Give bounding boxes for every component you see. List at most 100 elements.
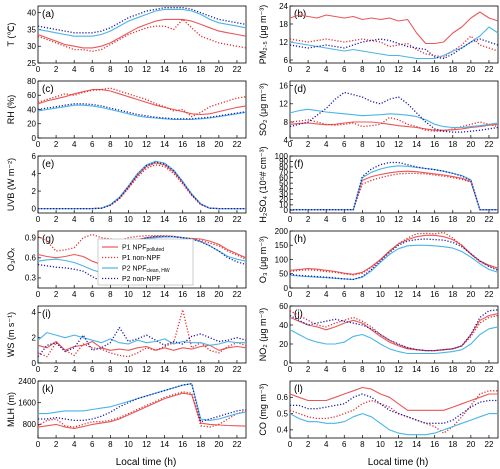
x-tick-label: 10: [124, 365, 133, 374]
x-tick-label: 8: [360, 290, 365, 299]
legend-label-p2-clean-hw: P2 NPFclean, HW: [122, 266, 170, 275]
y-axis-label: NO₂ (μg m⁻³): [258, 308, 268, 361]
x-tick-label: 22: [233, 440, 242, 449]
x-tick-label: 22: [485, 290, 494, 299]
legend-label-p1-non-npf: P1 non-NPF: [122, 255, 161, 262]
y-tick-label: 40: [279, 321, 288, 330]
x-tick-label: 4: [324, 215, 329, 224]
series-line-p2-clean-hw: [289, 26, 499, 60]
series-line-p1-polluted: [37, 89, 247, 116]
x-tick-label: 10: [376, 440, 385, 449]
x-tick-label: 12: [394, 215, 403, 224]
y-tick-label: 35: [27, 25, 36, 34]
x-tick-label: 16: [178, 215, 187, 224]
series-line-p2-non-npf: [290, 161, 498, 211]
y-tick-label: 0: [32, 359, 37, 368]
x-tick-label: 10: [376, 65, 385, 74]
x-tick-label: 4: [324, 65, 329, 74]
x-tick-label: 2: [306, 140, 311, 149]
series-line-p1-polluted: [289, 313, 499, 352]
panel-g: 0 2 4 6 8 10 12 14 16 18 20 22 0.3 0.6 0.9 O₃/Oₓ (g) P1 N…: [6, 230, 247, 299]
x-tick-label: 18: [448, 215, 457, 224]
x-tick-label: 2: [306, 440, 311, 449]
y-tick-label: 50: [279, 179, 288, 188]
y-tick-label: 90: [279, 157, 288, 166]
series-line-p1-non-npf: [37, 87, 247, 118]
series-line-p2-clean-hw: [38, 383, 247, 421]
x-tick-label: 20: [214, 215, 223, 224]
y-axis-label: SO₂ (μg m⁻³): [258, 83, 268, 136]
x-tick-label: 20: [466, 65, 475, 74]
panel-letter: (f): [294, 159, 303, 170]
series-line-p1-polluted: [37, 392, 247, 430]
x-tick-label: 22: [233, 140, 242, 149]
x-tick-label: 8: [108, 65, 113, 74]
series-line-p2-non-npf: [290, 393, 498, 424]
y-tick-label: 2: [32, 187, 37, 196]
y-tick-label: 150: [275, 241, 289, 250]
y-tick-label: 0.4: [277, 426, 289, 435]
x-tick-label: 0: [288, 365, 293, 374]
panel-h: 0 2 4 6 8 10 12 14 16 18 20 22 0 50 100 150 200 O₃ (μg m⁻…: [258, 227, 499, 299]
x-tick-label: 16: [178, 440, 187, 449]
plot-frame: [37, 230, 247, 289]
series-line-p1-non-npf: [37, 18, 247, 52]
y-tick-label: 0: [284, 206, 289, 215]
x-tick-label: 8: [360, 365, 365, 374]
x-tick-label: 12: [142, 290, 151, 299]
x-tick-label: 20: [466, 290, 475, 299]
x-tick-label: 0: [36, 215, 41, 224]
x-tick-label: 8: [108, 140, 113, 149]
y-tick-label: 1600: [18, 399, 36, 408]
y-tick-label: 40: [279, 184, 288, 193]
x-axis-label-left: Local time (h): [116, 457, 177, 468]
x-tick-label: 6: [342, 290, 347, 299]
y-tick-label: 0: [284, 284, 289, 293]
plot-frame: [289, 380, 499, 439]
panel-letter: (g): [42, 234, 54, 245]
y-tick-label: 100: [275, 255, 289, 264]
y-tick-label: 20: [279, 340, 288, 349]
x-tick-label: 16: [178, 65, 187, 74]
plot-frame: [289, 5, 499, 64]
x-tick-label: 0: [36, 290, 41, 299]
x-tick-label: 20: [466, 215, 475, 224]
series-line-p1-polluted: [289, 11, 499, 45]
x-tick-label: 8: [360, 140, 365, 149]
x-tick-label: 4: [72, 365, 77, 374]
x-tick-label: 2: [306, 290, 311, 299]
x-tick-label: 16: [178, 290, 187, 299]
x-tick-label: 10: [376, 140, 385, 149]
x-tick-label: 10: [376, 290, 385, 299]
panel-d: 0 2 4 6 8 10 12 14 16 18 20 22 4 8 12 16 SO₂ (μg m⁻³) (d): [258, 80, 499, 149]
y-tick-label: 16: [279, 81, 288, 90]
x-tick-label: 20: [214, 365, 223, 374]
y-tick-label: 4: [32, 169, 37, 178]
x-tick-label: 12: [142, 215, 151, 224]
x-tick-label: 18: [196, 290, 205, 299]
panel-c: 0 2 4 6 8 10 12 14 16 18 20 22 0 20 40 60 80 RH (%) (c): [6, 77, 247, 149]
series-line-p1-polluted: [289, 121, 499, 131]
y-tick-label: 30: [27, 42, 36, 51]
series-line-p2-clean-hw: [38, 160, 246, 210]
x-tick-label: 10: [124, 215, 133, 224]
x-tick-label: 18: [196, 440, 205, 449]
x-tick-label: 6: [90, 290, 95, 299]
y-axis-label: H₂SO₄ (10⁵# cm⁻³): [258, 146, 268, 222]
x-tick-label: 20: [214, 440, 223, 449]
x-tick-label: 6: [90, 440, 95, 449]
y-tick-label: 0.6: [277, 393, 289, 402]
x-tick-label: 2: [54, 215, 59, 224]
y-axis-label: MLH (m): [6, 392, 16, 427]
x-tick-label: 20: [466, 440, 475, 449]
y-axis-label: O₃ (μg m⁻³): [258, 236, 268, 283]
x-tick-label: 14: [412, 215, 421, 224]
panel-e: 0 2 4 6 8 10 12 14 16 18 20 22 0 2 4 6 UVB (W m⁻²) (e): [6, 152, 247, 224]
y-tick-label: 4: [284, 136, 289, 145]
x-tick-label: 12: [394, 65, 403, 74]
x-tick-label: 22: [233, 290, 242, 299]
x-tick-label: 10: [124, 140, 133, 149]
x-tick-label: 8: [108, 365, 113, 374]
x-tick-label: 16: [430, 65, 439, 74]
